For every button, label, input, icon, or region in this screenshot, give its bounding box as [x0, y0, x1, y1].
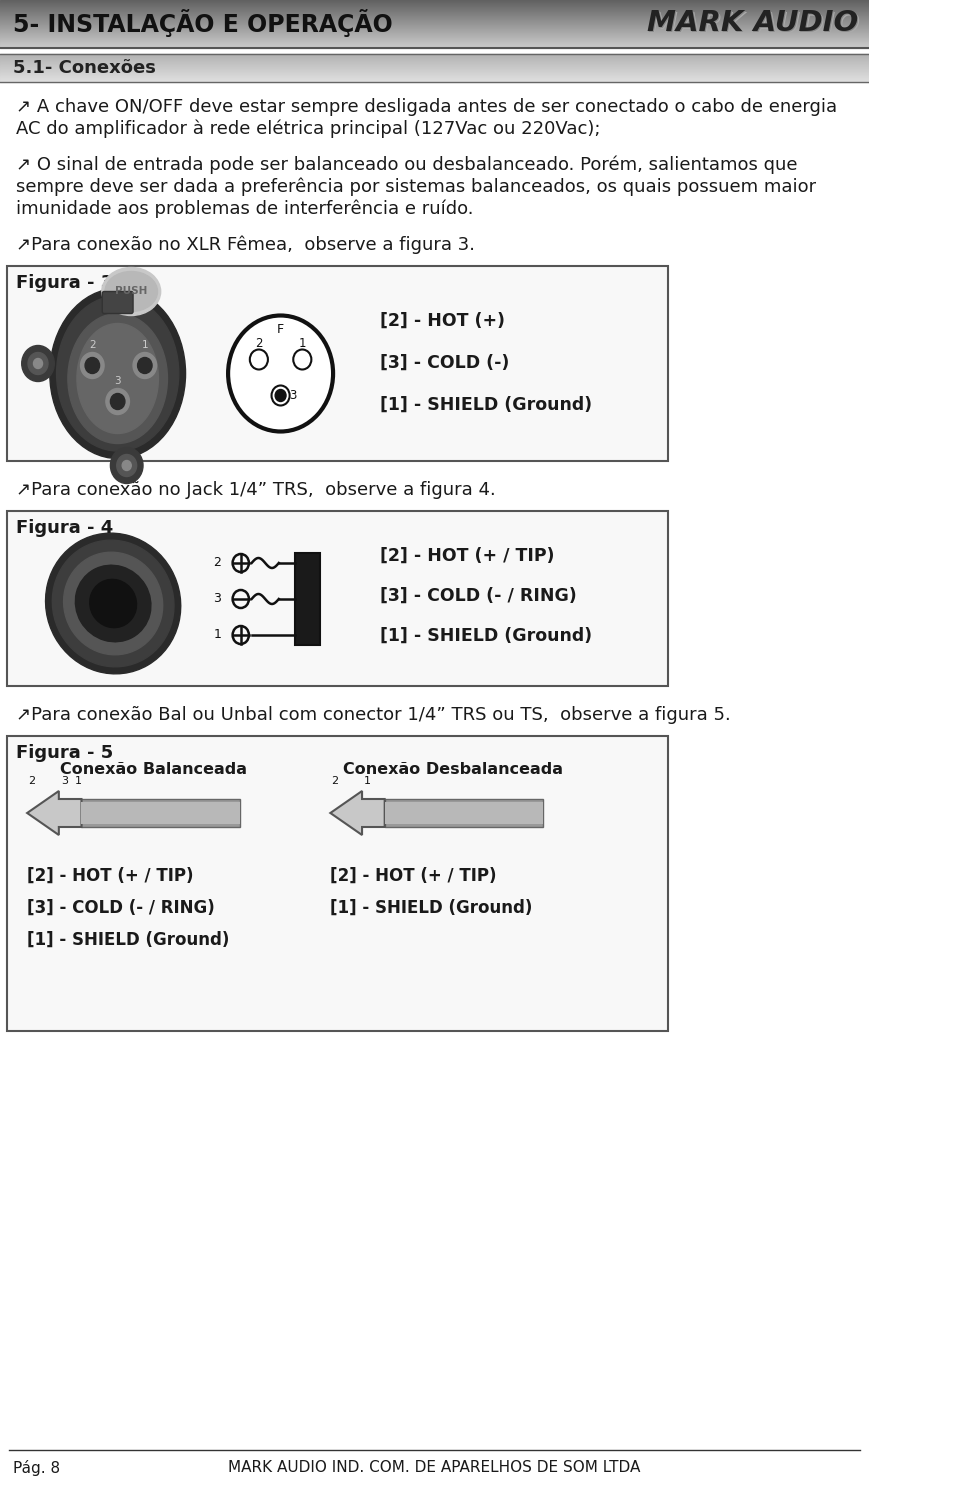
Circle shape: [28, 352, 48, 374]
Circle shape: [276, 389, 286, 401]
Text: sempre deve ser dada a preferência por sistemas balanceados, os quais possuem ma: sempre deve ser dada a preferência por s…: [16, 178, 816, 196]
Text: Figura - 3: Figura - 3: [16, 273, 113, 293]
FancyBboxPatch shape: [8, 736, 668, 1031]
Polygon shape: [330, 791, 385, 835]
Text: ↗Para conexão no Jack 1/4” TRS,  observe a figura 4.: ↗Para conexão no Jack 1/4” TRS, observe …: [16, 481, 496, 499]
Polygon shape: [27, 791, 82, 835]
Text: [2] - HOT (+): [2] - HOT (+): [380, 312, 505, 330]
Text: imunidade aos problemas de interferência e ruído.: imunidade aos problemas de interferência…: [16, 201, 474, 218]
Ellipse shape: [75, 565, 151, 642]
Text: [3] - COLD (-): [3] - COLD (-): [380, 354, 510, 372]
Text: MARK AUDIO: MARK AUDIO: [647, 9, 858, 37]
Text: [1] - SHIELD (Ground): [1] - SHIELD (Ground): [27, 932, 229, 950]
Text: ↗ O sinal de entrada pode ser balanceado ou desbalanceado. Porém, salientamos qu: ↗ O sinal de entrada pode ser balanceado…: [16, 156, 798, 174]
Text: 2: 2: [255, 337, 263, 351]
Text: 1: 1: [75, 776, 83, 786]
FancyBboxPatch shape: [385, 802, 543, 825]
Text: [1] - SHIELD (Ground): [1] - SHIELD (Ground): [330, 899, 533, 917]
Text: 3: 3: [114, 376, 121, 386]
Circle shape: [85, 358, 100, 373]
Text: 3: 3: [60, 776, 68, 786]
Circle shape: [117, 455, 136, 477]
FancyBboxPatch shape: [82, 802, 240, 825]
Circle shape: [110, 447, 143, 483]
Circle shape: [34, 358, 42, 369]
Text: Figura - 4: Figura - 4: [16, 519, 113, 536]
Text: Conexão Desbalanceada: Conexão Desbalanceada: [343, 761, 563, 777]
Text: [1] - SHIELD (Ground): [1] - SHIELD (Ground): [380, 395, 592, 415]
Text: ↗Para conexão no XLR Fêmea,  observe a figura 3.: ↗Para conexão no XLR Fêmea, observe a fi…: [16, 236, 475, 254]
Circle shape: [228, 315, 333, 431]
Circle shape: [133, 352, 156, 379]
FancyBboxPatch shape: [82, 799, 240, 828]
Text: 2: 2: [213, 556, 221, 569]
Ellipse shape: [77, 324, 158, 434]
Text: [2] - HOT (+ / TIP): [2] - HOT (+ / TIP): [27, 866, 194, 886]
Text: F: F: [277, 322, 284, 336]
Text: ↗ A chave ON/OFF deve estar sempre desligada antes de ser conectado o cabo de en: ↗ A chave ON/OFF deve estar sempre desli…: [16, 98, 837, 116]
Text: 1: 1: [141, 340, 148, 351]
Text: 5.1- Conexões: 5.1- Conexões: [12, 59, 156, 77]
Ellipse shape: [52, 541, 174, 667]
Text: [3] - COLD (- / RING): [3] - COLD (- / RING): [380, 587, 577, 605]
Circle shape: [293, 349, 311, 370]
Ellipse shape: [45, 533, 180, 673]
Text: [3] - COLD (- / RING): [3] - COLD (- / RING): [27, 899, 215, 917]
Text: [2] - HOT (+ / TIP): [2] - HOT (+ / TIP): [380, 547, 555, 565]
FancyBboxPatch shape: [385, 799, 543, 828]
FancyBboxPatch shape: [8, 266, 668, 461]
FancyBboxPatch shape: [8, 511, 668, 687]
Text: Figura - 5: Figura - 5: [16, 744, 113, 762]
Text: 5- INSTALAÇÃO E OPERAÇÃO: 5- INSTALAÇÃO E OPERAÇÃO: [12, 9, 393, 37]
Text: AC do amplificador à rede elétrica principal (127Vac ou 220Vac);: AC do amplificador à rede elétrica princ…: [16, 120, 601, 138]
Text: 2: 2: [28, 776, 36, 786]
Text: ↗Para conexão Bal ou Unbal com conector 1/4” TRS ou TS,  observe a figura 5.: ↗Para conexão Bal ou Unbal com conector …: [16, 706, 732, 724]
Text: 2: 2: [89, 340, 96, 351]
Text: PUSH: PUSH: [115, 287, 148, 297]
Text: [1] - SHIELD (Ground): [1] - SHIELD (Ground): [380, 627, 592, 645]
Text: Pág. 8: Pág. 8: [12, 1461, 60, 1476]
Circle shape: [110, 394, 125, 410]
Circle shape: [137, 358, 152, 373]
Circle shape: [272, 385, 290, 406]
Ellipse shape: [68, 314, 167, 443]
Text: 1: 1: [364, 776, 371, 786]
Ellipse shape: [57, 296, 179, 450]
Ellipse shape: [89, 580, 136, 627]
Text: 3: 3: [213, 593, 221, 605]
Text: 3: 3: [290, 389, 297, 403]
FancyBboxPatch shape: [103, 291, 133, 314]
Text: MARK AUDIO IND. COM. DE APARELHOS DE SOM LTDA: MARK AUDIO IND. COM. DE APARELHOS DE SOM…: [228, 1461, 640, 1476]
Ellipse shape: [102, 267, 160, 315]
Text: MARK AUDIO: MARK AUDIO: [649, 10, 860, 39]
Circle shape: [106, 388, 130, 415]
Ellipse shape: [50, 288, 185, 459]
Text: [2] - HOT (+ / TIP): [2] - HOT (+ / TIP): [330, 866, 497, 886]
FancyBboxPatch shape: [295, 553, 321, 645]
Ellipse shape: [105, 272, 157, 312]
Text: 1: 1: [299, 337, 306, 351]
Text: 1: 1: [213, 629, 221, 642]
Circle shape: [250, 349, 268, 370]
Text: MARK AUDIO: MARK AUDIO: [648, 10, 859, 39]
Circle shape: [122, 461, 132, 471]
Text: Conexão Balanceada: Conexão Balanceada: [60, 761, 248, 777]
Ellipse shape: [63, 553, 162, 655]
Circle shape: [22, 346, 55, 382]
Text: 2: 2: [331, 776, 339, 786]
Circle shape: [81, 352, 104, 379]
